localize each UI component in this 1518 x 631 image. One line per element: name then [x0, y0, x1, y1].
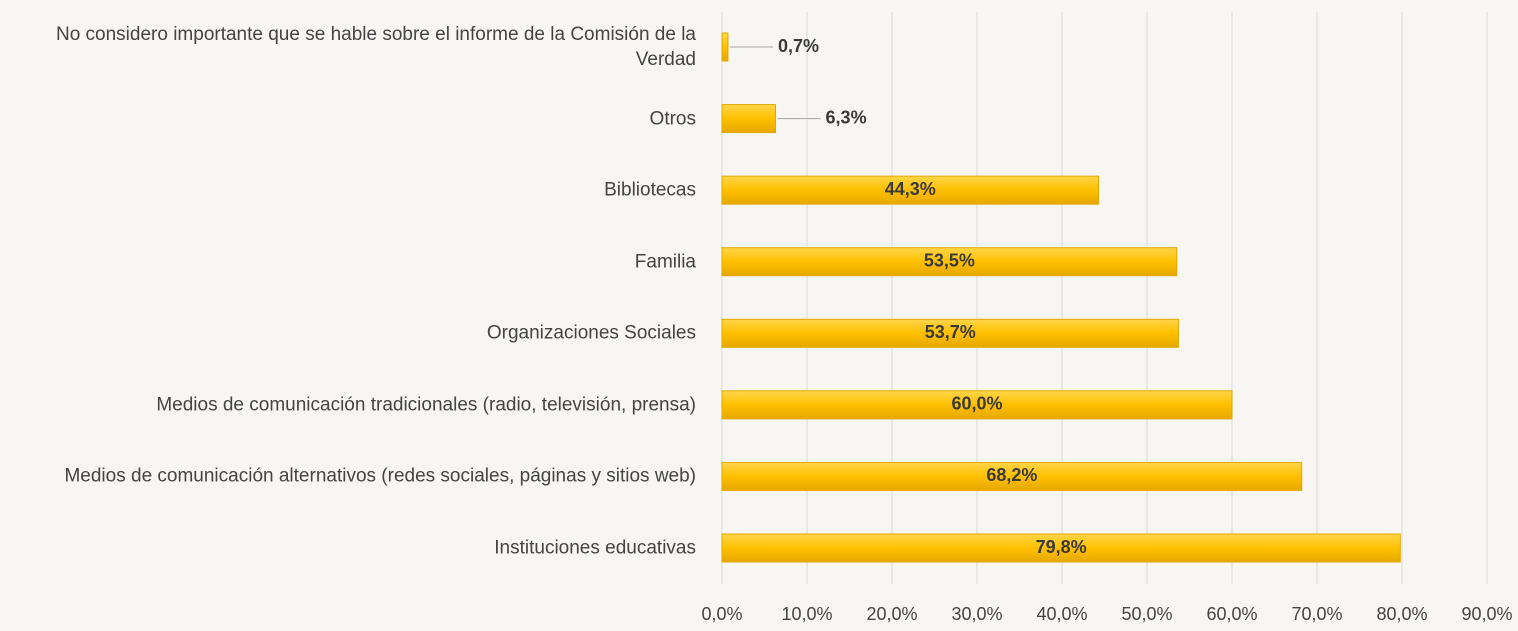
bar [721, 533, 1401, 563]
bar [721, 247, 1178, 277]
x-tick-label: 70,0% [1291, 604, 1342, 624]
bar [721, 32, 729, 62]
value-label: 53,7% [925, 322, 976, 342]
bar [721, 318, 1179, 348]
x-tick-label: 30,0% [951, 604, 1002, 624]
bar [721, 461, 1303, 491]
category-label: No considero importante que se hable sob… [55, 24, 696, 70]
x-tick-label: 10,0% [781, 604, 832, 624]
value-label: 60,0% [951, 394, 1002, 414]
category-label: Bibliotecas [604, 179, 696, 201]
x-tick-label: 80,0% [1376, 604, 1427, 624]
value-label: 0,7% [778, 36, 819, 56]
x-tick-label: 20,0% [866, 604, 917, 624]
value-label: 79,8% [1036, 537, 1087, 557]
value-label: 6,3% [826, 107, 867, 127]
x-tick-label: 40,0% [1036, 604, 1087, 624]
bar [721, 104, 777, 134]
category-label: Instituciones educativas [494, 537, 696, 559]
x-tick-label: 90,0% [1461, 604, 1512, 624]
category-label: Organizaciones Sociales [486, 322, 696, 344]
x-tick-label: 50,0% [1121, 604, 1172, 624]
category-label: Medios de comunicación tradicionales (ra… [156, 394, 696, 416]
category-label: Otros [649, 108, 696, 130]
value-label: 68,2% [986, 465, 1037, 485]
x-tick-label: 0,0% [701, 604, 742, 624]
x-tick-label: 60,0% [1206, 604, 1257, 624]
category-label: Familia [634, 251, 696, 273]
value-label: 53,5% [924, 250, 975, 270]
bar [721, 390, 1233, 420]
bar [721, 175, 1100, 205]
value-label: 44,3% [885, 179, 936, 199]
category-label: Medios de comunicación alternativos (red… [64, 465, 696, 487]
